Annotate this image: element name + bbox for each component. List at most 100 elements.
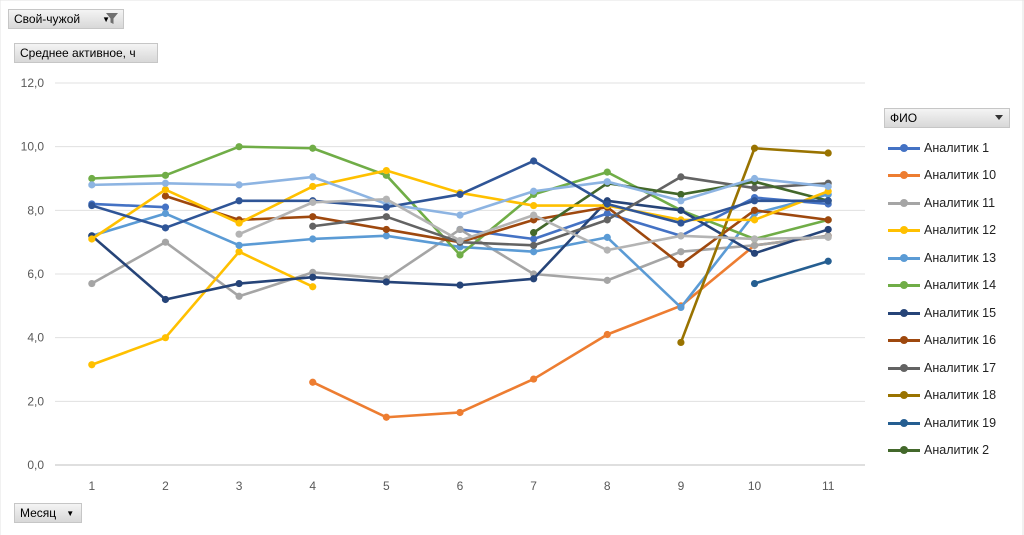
data-point <box>161 295 170 304</box>
data-point <box>88 279 96 288</box>
data-point <box>309 173 317 181</box>
data-point <box>750 279 759 288</box>
data-point <box>456 251 464 259</box>
series-15 <box>88 157 832 232</box>
data-point <box>677 260 685 269</box>
data-point <box>603 246 611 254</box>
legend-swatch <box>888 197 920 209</box>
data-point <box>750 235 759 243</box>
data-point <box>309 198 317 206</box>
x-tick-label: 6 <box>457 479 464 493</box>
month-field-button[interactable]: Месяц ▼ <box>14 503 82 523</box>
data-point <box>530 241 538 249</box>
data-point <box>677 219 685 227</box>
data-point <box>382 225 390 234</box>
y-tick-label: 4,0 <box>27 331 44 345</box>
data-point <box>309 283 317 291</box>
legend-item[interactable]: Аналитик 13 <box>888 244 996 272</box>
data-point <box>309 144 317 152</box>
legend-item[interactable]: Аналитик 2 <box>888 437 996 465</box>
data-point <box>824 197 832 205</box>
legend-item[interactable]: Аналитик 17 <box>888 354 996 382</box>
data-point <box>88 361 96 369</box>
x-tick-label: 9 <box>678 479 685 493</box>
legend-swatch <box>888 417 920 429</box>
data-point <box>382 213 390 221</box>
data-point <box>603 276 611 284</box>
data-point <box>235 143 243 151</box>
data-point <box>677 232 685 240</box>
legend-label: Аналитик 1 <box>924 140 990 155</box>
series-11 <box>750 257 832 288</box>
legend-swatch <box>888 224 920 236</box>
data-point <box>382 166 390 175</box>
y-tick-label: 6,0 <box>27 267 44 281</box>
data-point <box>161 238 170 246</box>
x-tick-label: 1 <box>88 479 95 493</box>
legend-swatch <box>888 444 920 456</box>
data-point <box>235 292 243 300</box>
legend-item[interactable]: Аналитик 10 <box>888 162 996 190</box>
data-point <box>309 378 317 386</box>
data-point <box>456 211 464 219</box>
legend-item[interactable]: Аналитик 14 <box>888 272 996 300</box>
data-point <box>603 216 611 224</box>
owner-filter-button[interactable]: Свой-чужой ▼ <box>8 9 124 29</box>
x-tick-label: 2 <box>162 479 169 493</box>
legend-label: Аналитик 11 <box>924 195 996 210</box>
data-point <box>530 157 538 165</box>
series-line <box>165 194 829 266</box>
data-point <box>677 197 685 205</box>
x-tick-label: 4 <box>309 479 316 493</box>
data-point <box>603 178 611 186</box>
data-point <box>235 197 243 205</box>
y-tick-label: 10,0 <box>21 140 45 154</box>
axis-layer: 0,0 2,0 4,0 6,0 8,0 10,0 12,0 1 2 3 4 5 6 7 8 9 10 11 <box>21 76 835 493</box>
data-point <box>677 303 685 312</box>
x-tick-label: 3 <box>236 479 243 493</box>
series-layer <box>88 143 832 421</box>
data-point <box>603 209 611 218</box>
data-point <box>382 203 390 211</box>
legend-swatch <box>888 362 920 374</box>
data-point <box>309 273 317 281</box>
y-tick-label: 2,0 <box>27 394 44 408</box>
x-tick-label: 11 <box>822 479 835 493</box>
data-point <box>824 233 832 241</box>
data-point <box>530 201 538 210</box>
data-point <box>161 171 170 179</box>
data-point <box>235 248 243 256</box>
data-point <box>530 187 538 195</box>
measure-field-button[interactable]: Среднее активное, ч <box>14 43 158 63</box>
legend-field-button[interactable]: ФИО <box>884 108 1010 128</box>
legend-item[interactable]: Аналитик 12 <box>888 217 996 245</box>
data-point <box>603 233 611 241</box>
legend-item[interactable]: Аналитик 18 <box>888 382 996 410</box>
legend-label: Аналитик 18 <box>924 388 997 403</box>
data-point <box>824 216 832 224</box>
legend-item[interactable]: Аналитик 1 <box>888 134 996 162</box>
data-point <box>824 225 832 234</box>
data-point <box>530 375 538 383</box>
line-chart: 0,0 2,0 4,0 6,0 8,0 10,0 12,0 1 2 3 4 5 6 7 8 9 10 11 <box>21 76 865 493</box>
legend-item[interactable]: Аналитик 11 <box>888 189 996 217</box>
legend-item[interactable]: Аналитик 19 <box>888 409 996 437</box>
data-point <box>88 174 96 183</box>
legend-item[interactable]: Аналитик 15 <box>888 299 996 327</box>
chevron-down-icon <box>995 115 1003 120</box>
x-tick-label: 5 <box>383 479 390 493</box>
data-point <box>161 224 170 232</box>
data-point <box>750 197 759 205</box>
data-point <box>750 174 759 183</box>
data-point <box>677 190 685 199</box>
data-point <box>161 203 170 211</box>
data-point <box>750 184 759 192</box>
legend-label: Аналитик 10 <box>924 168 997 183</box>
data-point <box>161 334 170 342</box>
legend-item[interactable]: Аналитик 16 <box>888 327 996 355</box>
data-point <box>456 225 464 234</box>
series-line <box>91 202 166 209</box>
data-point <box>235 230 243 238</box>
data-point <box>824 182 832 191</box>
legend-label: Аналитик 15 <box>924 305 997 320</box>
